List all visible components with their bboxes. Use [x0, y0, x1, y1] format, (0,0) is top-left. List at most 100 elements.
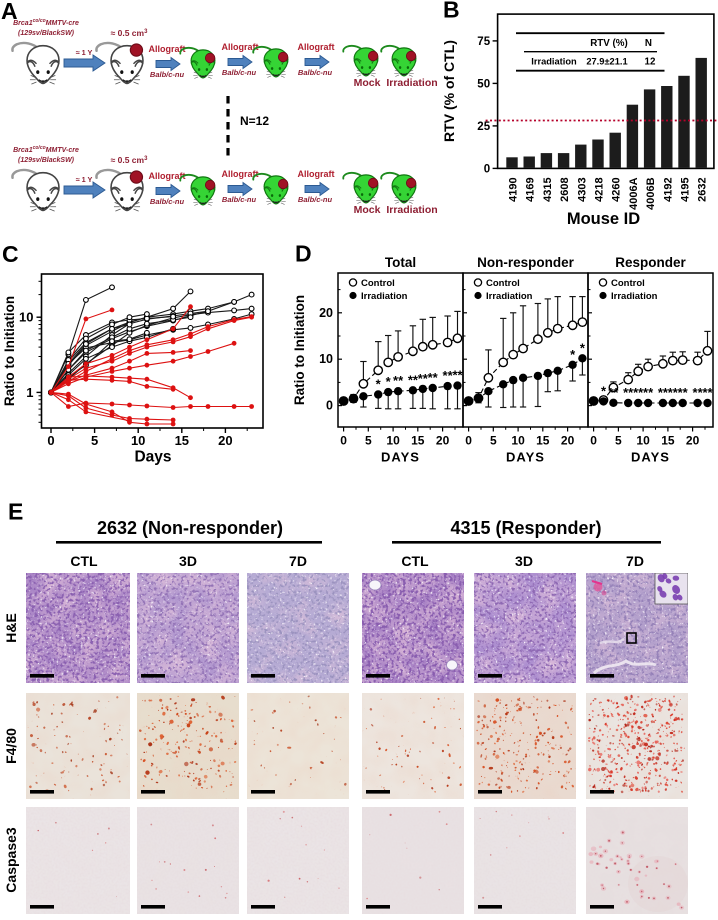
svg-text:Brca1co/coMMTV-cre: Brca1co/coMMTV-cre	[13, 18, 79, 27]
svg-text:4192: 4192	[662, 177, 674, 201]
svg-text:0: 0	[326, 399, 333, 413]
svg-text:15: 15	[536, 434, 550, 448]
svg-text:10: 10	[511, 434, 525, 448]
svg-text:Balb/c-nu: Balb/c-nu	[298, 195, 333, 204]
svg-text:4260: 4260	[611, 177, 623, 201]
svg-text:**: **	[443, 368, 454, 383]
svg-text:4315 (Responder): 4315 (Responder)	[450, 518, 601, 538]
svg-text:Control: Control	[361, 278, 395, 289]
svg-text:Responder: Responder	[615, 255, 686, 270]
svg-text:5: 5	[365, 434, 372, 448]
svg-text:E: E	[8, 499, 23, 525]
svg-text:0: 0	[590, 434, 597, 448]
svg-text:Irradiation: Irradiation	[386, 204, 437, 216]
svg-text:Non-responder: Non-responder	[477, 255, 575, 270]
svg-text:10: 10	[131, 433, 145, 448]
svg-text:7D: 7D	[289, 553, 307, 569]
svg-text:4218: 4218	[594, 177, 606, 201]
svg-text:Allograft: Allograft	[298, 169, 335, 179]
svg-text:N: N	[645, 38, 652, 49]
svg-text:20: 20	[686, 434, 700, 448]
svg-text:**: **	[668, 385, 679, 400]
svg-text:**: **	[608, 385, 619, 400]
svg-text:3D: 3D	[179, 553, 197, 569]
svg-text:**: **	[678, 385, 689, 400]
svg-text:20: 20	[436, 434, 450, 448]
svg-text:CTL: CTL	[401, 553, 429, 569]
svg-text:Control: Control	[611, 278, 645, 289]
svg-text:15: 15	[175, 433, 189, 448]
svg-text:4169: 4169	[525, 177, 537, 201]
svg-text:≈ 1 Y: ≈ 1 Y	[76, 48, 93, 57]
svg-text:D: D	[295, 241, 312, 267]
svg-text:10: 10	[319, 352, 333, 366]
svg-text:5: 5	[615, 434, 622, 448]
svg-text:**: **	[643, 385, 654, 400]
svg-text:**: **	[408, 372, 419, 387]
svg-text:Irradiation: Irradiation	[486, 291, 533, 302]
svg-text:0: 0	[47, 433, 54, 448]
svg-text:*: *	[570, 347, 576, 362]
svg-text:Control: Control	[486, 278, 520, 289]
svg-text:**: **	[633, 385, 644, 400]
svg-text:Balb/c-nu: Balb/c-nu	[222, 68, 257, 77]
svg-text:10: 10	[636, 434, 650, 448]
svg-text:Balb/c-nu: Balb/c-nu	[222, 195, 257, 204]
svg-text:RTV (%): RTV (%)	[590, 38, 628, 49]
svg-text:15: 15	[411, 434, 425, 448]
svg-text:Balb/c-nu: Balb/c-nu	[150, 197, 185, 206]
svg-text:12: 12	[645, 57, 656, 68]
svg-text:Total: Total	[385, 255, 416, 270]
svg-text:RTV (% of CTL): RTV (% of CTL)	[441, 40, 457, 142]
svg-text:25: 25	[477, 121, 490, 133]
svg-text:Mock: Mock	[354, 204, 381, 216]
svg-text:Irradiation: Irradiation	[611, 291, 658, 302]
svg-text:CTL: CTL	[70, 553, 98, 569]
svg-text:N=12: N=12	[240, 114, 269, 128]
svg-text:Allograft: Allograft	[149, 171, 186, 181]
svg-text:75: 75	[477, 36, 490, 48]
svg-text:Balb/c-nu: Balb/c-nu	[298, 68, 333, 77]
svg-text:20: 20	[319, 306, 333, 320]
svg-text:2632: 2632	[697, 177, 709, 201]
svg-text:Days: Days	[134, 449, 171, 466]
svg-text:**: **	[702, 385, 713, 400]
svg-text:3D: 3D	[515, 553, 533, 569]
svg-text:Brca1co/coMMTV-cre: Brca1co/coMMTV-cre	[13, 145, 79, 154]
svg-text:0: 0	[465, 434, 472, 448]
svg-text:**: **	[623, 385, 634, 400]
svg-text:Allograft: Allograft	[149, 44, 186, 54]
svg-text:Allograft: Allograft	[222, 42, 259, 52]
svg-text:Allograft: Allograft	[222, 169, 259, 179]
svg-text:*: *	[580, 340, 586, 355]
svg-text:F4/80: F4/80	[3, 728, 19, 764]
svg-text:15: 15	[661, 434, 675, 448]
svg-text:0: 0	[484, 164, 490, 176]
svg-text:**: **	[658, 385, 669, 400]
svg-text:27.9±21.1: 27.9±21.1	[586, 57, 627, 67]
svg-text:Caspase3: Caspase3	[3, 827, 19, 893]
svg-text:7D: 7D	[626, 553, 644, 569]
svg-text:H&E: H&E	[3, 613, 19, 643]
svg-text:4303: 4303	[576, 177, 588, 201]
svg-text:Irradiation: Irradiation	[361, 291, 408, 302]
svg-text:*: *	[601, 383, 607, 398]
svg-text:0: 0	[340, 434, 347, 448]
svg-text:DAYS: DAYS	[631, 450, 670, 465]
svg-text:4315: 4315	[542, 177, 554, 201]
svg-text:DAYS: DAYS	[506, 450, 545, 465]
svg-text:2608: 2608	[559, 177, 571, 201]
svg-text:Balb/c-nu: Balb/c-nu	[150, 70, 185, 79]
svg-text:**: **	[693, 385, 704, 400]
svg-text:2632 (Non-responder): 2632 (Non-responder)	[97, 518, 283, 538]
svg-text:*: *	[386, 374, 392, 389]
svg-text:Mouse ID: Mouse ID	[567, 210, 640, 228]
svg-text:A: A	[1, 0, 18, 24]
svg-text:≈ 1 Y: ≈ 1 Y	[76, 175, 93, 184]
svg-text:**: **	[393, 373, 404, 388]
svg-text:(129sv/BlackSW): (129sv/BlackSW)	[18, 30, 75, 37]
svg-text:4190: 4190	[508, 177, 520, 201]
svg-text:4006A: 4006A	[628, 177, 640, 209]
svg-text:5: 5	[91, 433, 98, 448]
svg-text:Ratio to Initiation: Ratio to Initiation	[2, 296, 17, 406]
